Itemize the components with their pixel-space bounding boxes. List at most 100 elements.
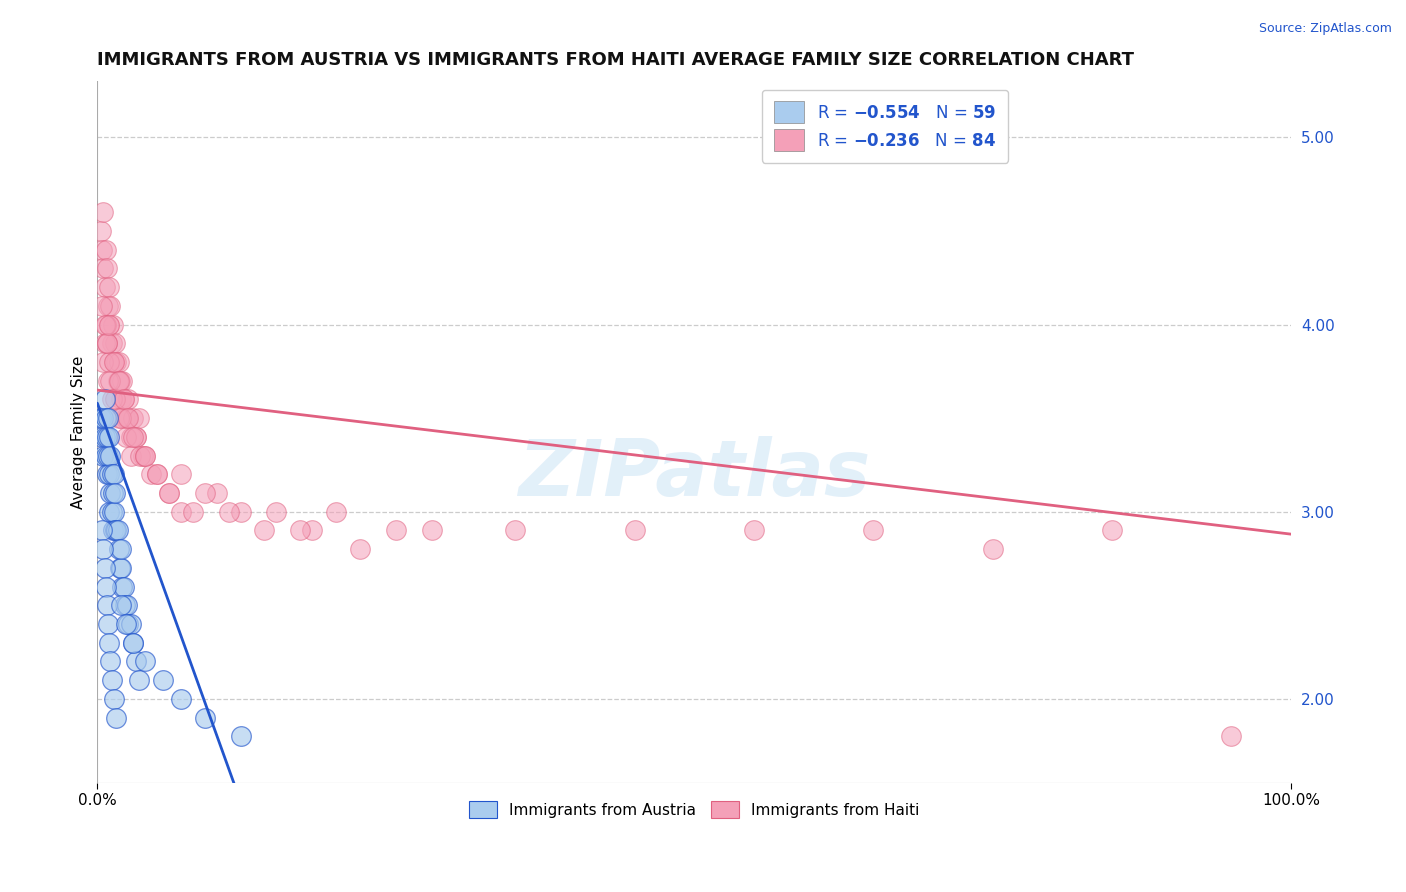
Point [94, 243, 117, 257]
Point [100, 486, 122, 500]
Point [94, 318, 117, 332]
Point [110, 542, 132, 557]
Point [205, 486, 228, 500]
Point [96, 336, 118, 351]
Point [157, 486, 180, 500]
Point [134, 654, 156, 668]
Point [115, 599, 138, 613]
Point [103, 691, 125, 706]
Y-axis label: Average Family Size: Average Family Size [72, 356, 86, 508]
Point [100, 336, 122, 351]
Point [108, 374, 131, 388]
Point [93, 430, 115, 444]
Point [98, 505, 121, 519]
Point [91, 411, 114, 425]
Point [104, 486, 127, 500]
Point [112, 392, 135, 407]
Point [97, 449, 120, 463]
Point [152, 673, 174, 687]
Point [181, 505, 204, 519]
Point [134, 449, 156, 463]
Point [96, 599, 118, 613]
Point [104, 392, 127, 407]
Point [108, 355, 131, 369]
Point [94, 449, 117, 463]
Point [100, 505, 122, 519]
Point [96, 336, 118, 351]
Point [91, 243, 114, 257]
Point [742, 524, 765, 538]
Point [115, 411, 138, 425]
Point [96, 467, 118, 482]
Point [981, 542, 1004, 557]
Point [97, 617, 120, 632]
Point [100, 467, 122, 482]
Point [229, 505, 252, 519]
Point [623, 524, 645, 538]
Point [100, 449, 122, 463]
Point [139, 467, 162, 482]
Point [91, 299, 114, 313]
Point [194, 486, 217, 500]
Point [105, 524, 128, 538]
Point [122, 636, 145, 650]
Point [1101, 524, 1123, 538]
Point [97, 411, 120, 425]
Point [134, 449, 156, 463]
Point [132, 449, 155, 463]
Point [105, 710, 128, 724]
Point [100, 673, 122, 687]
Point [96, 261, 118, 276]
Point [91, 524, 114, 538]
Text: Source: ZipAtlas.com: Source: ZipAtlas.com [1258, 22, 1392, 36]
Point [91, 205, 114, 219]
Point [115, 430, 138, 444]
Point [98, 467, 121, 482]
Point [90, 224, 112, 238]
Point [122, 411, 145, 425]
Point [101, 318, 124, 332]
Point [103, 355, 125, 369]
Point [91, 261, 114, 276]
Point [110, 392, 132, 407]
Text: IMMIGRANTS FROM AUSTRIA VS IMMIGRANTS FROM HAITI AVERAGE FAMILY SIZE CORRELATION: IMMIGRANTS FROM AUSTRIA VS IMMIGRANTS FR… [97, 51, 1135, 69]
Point [108, 561, 131, 575]
Point [93, 392, 115, 407]
Point [100, 374, 122, 388]
Point [128, 673, 150, 687]
Point [100, 299, 122, 313]
Point [110, 561, 132, 575]
Point [862, 524, 884, 538]
Point [94, 411, 117, 425]
Point [101, 524, 124, 538]
Point [111, 580, 134, 594]
Point [229, 729, 252, 743]
Point [194, 710, 217, 724]
Point [98, 280, 121, 294]
Point [124, 430, 146, 444]
Point [128, 411, 150, 425]
Point [114, 599, 136, 613]
Point [104, 524, 127, 538]
Point [110, 411, 132, 425]
Point [117, 617, 139, 632]
Point [97, 299, 120, 313]
Point [104, 336, 127, 351]
Point [146, 467, 169, 482]
Point [349, 542, 371, 557]
Point [91, 449, 114, 463]
Point [103, 467, 125, 482]
Point [112, 392, 135, 407]
Point [120, 617, 142, 632]
Point [325, 505, 347, 519]
Point [301, 524, 323, 538]
Point [98, 355, 121, 369]
Point [122, 636, 145, 650]
Point [385, 524, 408, 538]
Point [124, 654, 146, 668]
Point [93, 561, 115, 575]
Point [93, 318, 115, 332]
Point [103, 355, 125, 369]
Point [129, 449, 152, 463]
Point [105, 355, 128, 369]
